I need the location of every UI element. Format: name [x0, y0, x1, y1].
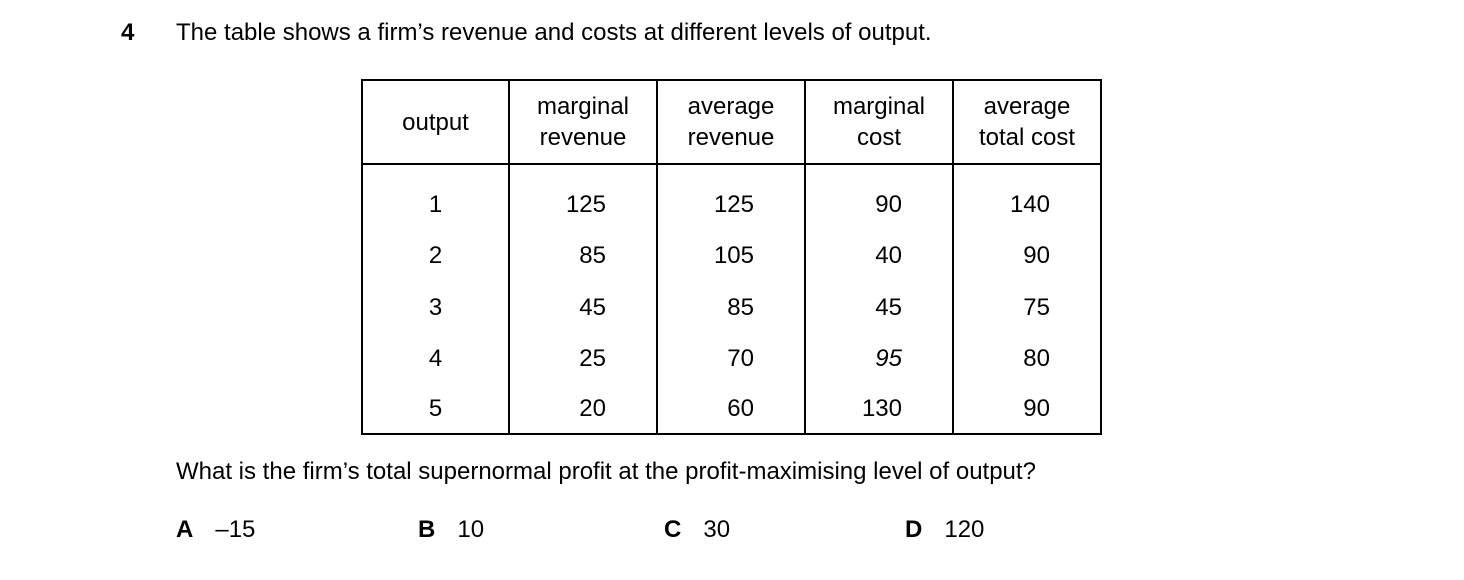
- question-stem: The table shows a firm’s revenue and cos…: [176, 19, 932, 46]
- header-text: revenue: [687, 124, 775, 151]
- table-cell: 45: [508, 282, 658, 334]
- table-cell: 5: [361, 385, 510, 435]
- table-cell: 60: [656, 385, 806, 435]
- table-cell: 90: [952, 385, 1102, 435]
- table-row: 3 45 85 45 75: [361, 282, 1102, 334]
- table-cell: 95: [804, 333, 954, 385]
- header-marginal-revenue: marginal revenue: [508, 79, 658, 165]
- header-output: output: [361, 79, 510, 165]
- header-marginal-cost: marginal cost: [804, 79, 954, 165]
- table-cell: 85: [656, 282, 806, 334]
- option-letter: A: [176, 516, 194, 543]
- header-text: output: [402, 108, 469, 136]
- header-average-revenue: average revenue: [656, 79, 806, 165]
- table-cell: 40: [804, 230, 954, 282]
- option-a[interactable]: A –15: [176, 516, 255, 544]
- question-number: 4: [121, 19, 135, 46]
- table-cell: 80: [952, 333, 1102, 385]
- header-text: average: [983, 93, 1071, 120]
- header-text: marginal: [832, 93, 926, 120]
- table-cell: 85: [508, 230, 658, 282]
- option-value: 30: [703, 516, 731, 543]
- table-row: 4 25 70 95 80: [361, 333, 1102, 385]
- table-cell: 125: [508, 164, 658, 231]
- table-cell: 90: [804, 164, 954, 231]
- table-cell: 25: [508, 333, 658, 385]
- header-text: marginal: [536, 93, 630, 120]
- header-text: revenue: [539, 124, 627, 151]
- option-letter: C: [664, 516, 682, 543]
- header-text: total cost: [978, 124, 1076, 151]
- option-value: 120: [944, 516, 985, 543]
- header-average-total-cost: average total cost: [952, 79, 1102, 165]
- table-cell: 140: [952, 164, 1102, 231]
- table-cell: 130: [804, 385, 954, 435]
- table-cell: 70: [656, 333, 806, 385]
- question-text: What is the firm’s total supernormal pro…: [176, 458, 1036, 485]
- table-cell: 75: [952, 282, 1102, 334]
- option-letter: B: [418, 516, 436, 543]
- table-cell: 20: [508, 385, 658, 435]
- option-value: 10: [457, 516, 485, 543]
- option-value: –15: [215, 516, 256, 543]
- option-letter: D: [905, 516, 923, 543]
- table-cell: 1: [361, 164, 510, 231]
- table-header-row: output marginal revenue average revenue ma…: [361, 79, 1102, 165]
- option-c[interactable]: C 30: [664, 516, 730, 544]
- table-cell: 105: [656, 230, 806, 282]
- table-cell: 90: [952, 230, 1102, 282]
- table-cell: 45: [804, 282, 954, 334]
- table-row: 5 20 60 130 90: [361, 385, 1102, 435]
- header-text: cost: [856, 124, 901, 151]
- revenue-cost-table: output marginal revenue average revenue ma…: [361, 79, 1102, 435]
- table-cell: 125: [656, 164, 806, 231]
- table-cell: 3: [361, 282, 510, 334]
- header-text: average: [687, 93, 775, 120]
- option-d[interactable]: D 120: [905, 516, 984, 544]
- table-row: 1 125 125 90 140: [361, 164, 1102, 231]
- option-b[interactable]: B 10: [418, 516, 484, 544]
- table-cell: 4: [361, 333, 510, 385]
- table-cell: 2: [361, 230, 510, 282]
- table-row: 2 85 105 40 90: [361, 230, 1102, 282]
